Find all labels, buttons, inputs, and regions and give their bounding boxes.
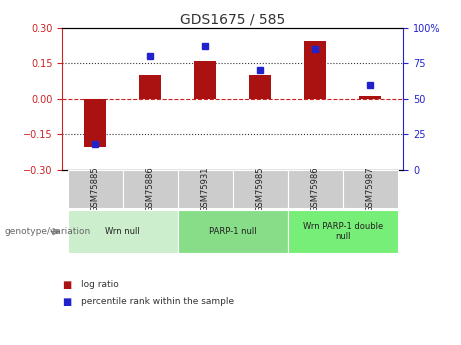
Text: log ratio: log ratio <box>81 280 118 289</box>
Bar <box>68 170 123 208</box>
Text: GSM75986: GSM75986 <box>311 166 320 212</box>
Bar <box>68 210 178 253</box>
Bar <box>194 61 216 99</box>
Bar <box>84 99 106 147</box>
Bar <box>288 170 343 208</box>
Text: ■: ■ <box>62 297 71 307</box>
Text: GSM75987: GSM75987 <box>366 166 375 212</box>
Text: PARP-1 null: PARP-1 null <box>209 227 257 236</box>
Text: GSM75885: GSM75885 <box>91 166 100 212</box>
Bar <box>178 170 233 208</box>
Bar <box>139 75 161 99</box>
Text: percentile rank within the sample: percentile rank within the sample <box>81 297 234 306</box>
Bar <box>288 210 398 253</box>
Text: Wrn PARP-1 double
null: Wrn PARP-1 double null <box>303 222 383 241</box>
Text: GSM75985: GSM75985 <box>256 166 265 211</box>
Text: GSM75886: GSM75886 <box>146 166 155 212</box>
Bar <box>233 170 288 208</box>
Title: GDS1675 / 585: GDS1675 / 585 <box>180 12 285 27</box>
Bar <box>178 210 288 253</box>
Bar <box>123 170 178 208</box>
Bar <box>304 41 326 99</box>
Text: ■: ■ <box>62 280 71 289</box>
Text: Wrn null: Wrn null <box>106 227 140 236</box>
Text: genotype/variation: genotype/variation <box>5 227 91 236</box>
Bar <box>343 170 398 208</box>
Bar <box>249 75 272 99</box>
Text: GSM75931: GSM75931 <box>201 166 210 211</box>
Bar <box>360 96 381 99</box>
